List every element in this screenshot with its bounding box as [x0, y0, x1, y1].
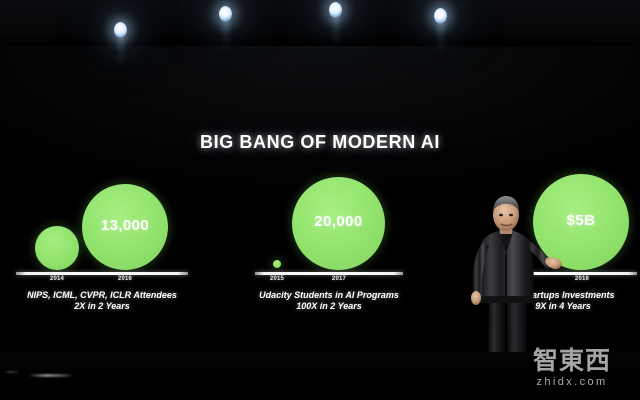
chart-group-udacity: 20,000 2015 2017 Udacity Students in AI … [255, 170, 403, 312]
bubble-2014 [35, 226, 79, 270]
bubble-2016: 13,000 [82, 184, 168, 270]
slide-title: BIG BANG OF MODERN AI [200, 132, 440, 152]
caption-line-2: 2X in 2 Years [74, 301, 130, 311]
bubble-value-2016: $5B [566, 211, 596, 229]
bubble-series-udacity: 20,000 [255, 170, 403, 270]
caption-line-2: 9X in 4 Years [535, 301, 591, 311]
bubble-2015 [273, 260, 281, 268]
bubble-2012 [501, 256, 514, 269]
stage-floor [0, 352, 640, 400]
axis-label-2012: 2012 [499, 276, 515, 282]
axis-labels-udacity: 2015 2017 [255, 275, 403, 287]
bubble-value-2017: 20,000 [314, 213, 363, 230]
watermark-logo-text: 智東西 [532, 347, 611, 375]
watermark: 智東西 zhidx.com [512, 348, 632, 389]
axis-line-attendees [16, 272, 188, 275]
bubble-value-2016: 13,000 [100, 216, 150, 234]
chart-group-attendees: 13,000 2014 2016 NIPS, ICML, CVPR, ICLR … [16, 170, 188, 312]
axis-label-2014: 2014 [49, 276, 65, 282]
axis-line-udacity [255, 272, 403, 275]
caption-line-1: NIPS, ICML, CVPR, ICLR Attendees [27, 290, 177, 300]
caption-line-1: Udacity Students in AI Programs [259, 290, 399, 300]
caption-investments: AI Startups Investments 9X in 4 Years [489, 290, 637, 312]
bubble-2017: 20,000 [292, 177, 385, 270]
caption-line-1: AI Startups Investments [511, 290, 615, 300]
caption-line-2: 100X in 2 Years [296, 301, 362, 311]
bubble-2016: $5B [533, 174, 629, 270]
axis-labels-investments: 2012 2016 [489, 275, 637, 287]
spotlight-icon-1 [114, 22, 127, 38]
bubble-series-investments: $5B [489, 170, 637, 270]
caption-udacity: Udacity Students in AI Programs 100X in … [255, 290, 403, 312]
spotlight-icon-4 [434, 8, 447, 24]
speaker-hand-left [471, 291, 481, 305]
ceiling-light-rail [0, 0, 640, 46]
axis-label-2015: 2015 [269, 276, 285, 282]
axis-label-2016: 2016 [117, 276, 133, 282]
caption-attendees: NIPS, ICML, CVPR, ICLR Attendees 2X in 2… [16, 290, 188, 312]
floor-light-streak-secondary [4, 371, 20, 373]
spotlight-icon-3 [329, 2, 342, 18]
watermark-url: zhidx.com [536, 376, 608, 388]
axis-label-2016: 2016 [574, 276, 590, 282]
axis-line-investments [489, 272, 637, 275]
speaker-arm-left [472, 242, 489, 300]
spotlight-icon-2 [219, 6, 232, 22]
floor-light-streak [28, 374, 74, 377]
axis-label-2017: 2017 [331, 276, 347, 282]
axis-labels-attendees: 2014 2016 [16, 275, 188, 287]
chart-group-investments: $5B 2012 2016 AI Startups Investments 9X… [489, 170, 637, 312]
bubble-series-attendees: 13,000 [16, 170, 188, 270]
